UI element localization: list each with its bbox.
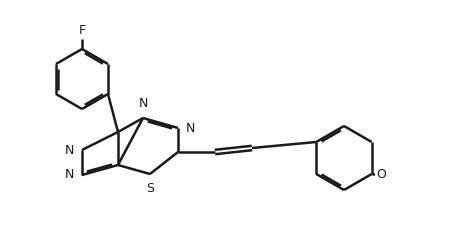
Text: O: O: [376, 167, 386, 180]
Text: N: N: [65, 168, 74, 182]
Text: N: N: [186, 122, 195, 134]
Text: F: F: [78, 24, 86, 37]
Text: N: N: [138, 97, 148, 110]
Text: S: S: [146, 182, 154, 195]
Text: N: N: [65, 143, 74, 156]
